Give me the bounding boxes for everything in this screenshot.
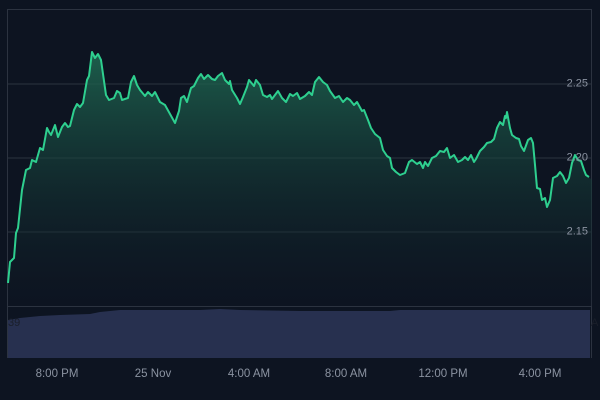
x-tick-label: 25 Nov (134, 368, 172, 380)
x-tick-label: 8:00 PM (35, 368, 79, 380)
price-area (8, 52, 592, 306)
y-tick-label: 2.15 (566, 225, 588, 238)
x-tick-label: 4:00 AM (227, 368, 271, 380)
volume-label-left: 39 (8, 317, 21, 329)
y-tick-label: 2.20 (566, 151, 588, 164)
price-line (7, 51, 590, 284)
volume-label-right: A (591, 317, 599, 329)
x-tick-label: 8:00 AM (324, 368, 368, 380)
x-tick-label: 4:00 PM (518, 368, 562, 380)
y-tick-label: 2.25 (566, 77, 588, 90)
volume-bars (8, 309, 590, 358)
x-tick-label: 12:00 PM (418, 368, 468, 380)
